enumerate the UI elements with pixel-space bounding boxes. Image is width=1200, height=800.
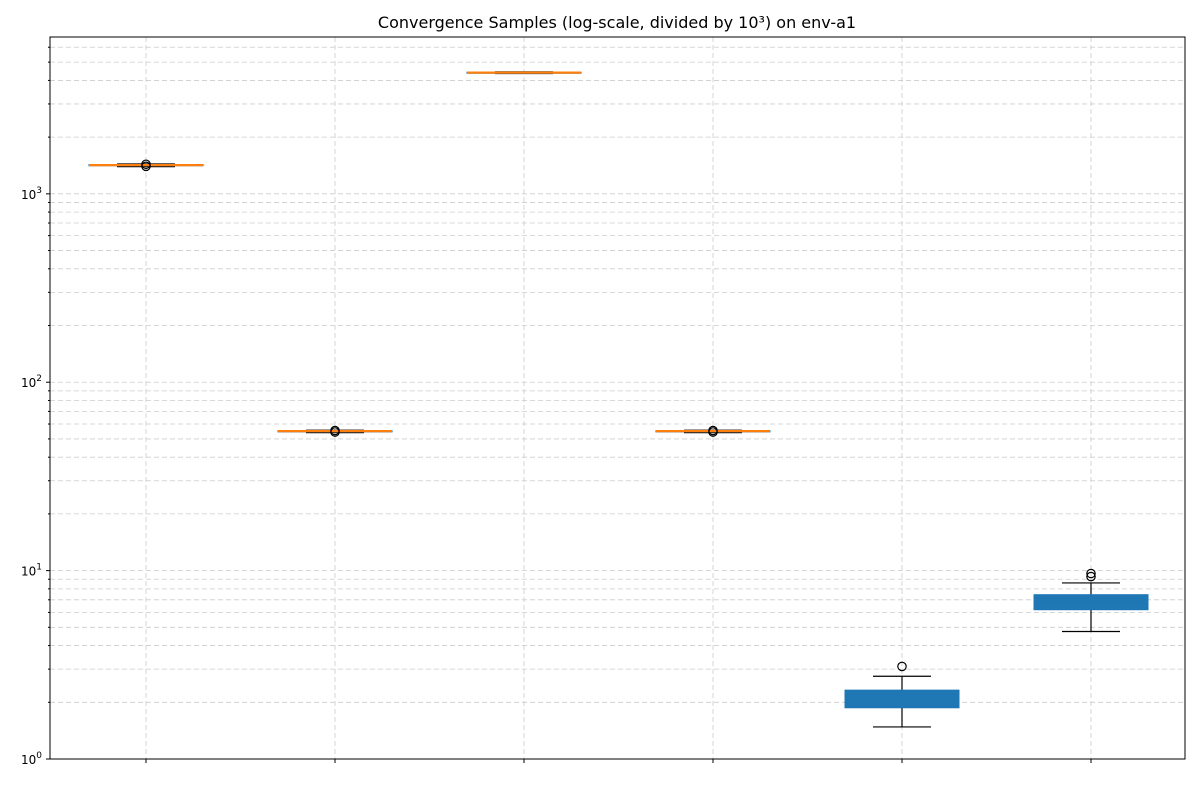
y-tick-label: 102 — [21, 374, 42, 390]
box-body — [844, 689, 960, 709]
outlier-point — [1086, 571, 1096, 582]
box-6 — [1033, 568, 1149, 633]
boxes — [88, 71, 1149, 728]
box-2 — [277, 425, 393, 437]
outlier-point — [1086, 568, 1096, 579]
plot-frame — [49, 36, 1186, 760]
box-1 — [88, 159, 204, 172]
y-tick-label: 101 — [21, 563, 42, 579]
box-5 — [844, 661, 960, 728]
grid — [50, 37, 1185, 760]
outlier-point — [897, 661, 907, 672]
outlier-point — [141, 159, 151, 170]
box-4 — [655, 425, 771, 437]
y-tick-label: 103 — [21, 186, 42, 202]
outlier-point — [708, 425, 718, 436]
box-body — [1033, 594, 1149, 611]
outlier-point — [330, 425, 340, 436]
axes: 100 101 102 103 — [21, 46, 1092, 767]
box-3 — [466, 71, 582, 75]
chart-title: Convergence Samples (log-scale, divided … — [378, 13, 856, 32]
y-tick-label: 100 — [21, 751, 42, 767]
